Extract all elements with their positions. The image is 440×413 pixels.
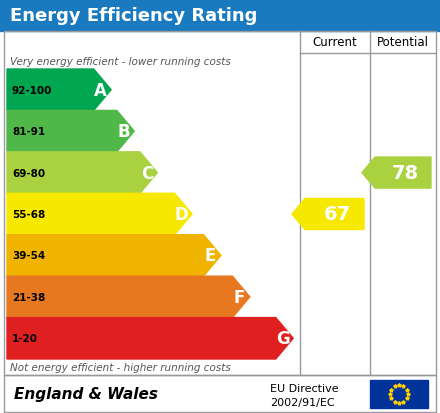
Polygon shape bbox=[7, 70, 111, 111]
Polygon shape bbox=[7, 194, 192, 235]
Bar bbox=[370, 380, 428, 408]
Text: Energy Efficiency Rating: Energy Efficiency Rating bbox=[10, 7, 257, 25]
Text: A: A bbox=[94, 81, 107, 100]
Text: Very energy efficient - lower running costs: Very energy efficient - lower running co… bbox=[10, 57, 231, 67]
Text: E: E bbox=[205, 247, 216, 265]
Bar bbox=[4, 375, 436, 412]
Text: 2002/91/EC: 2002/91/EC bbox=[270, 396, 335, 407]
Polygon shape bbox=[292, 199, 364, 230]
Polygon shape bbox=[7, 111, 134, 152]
Text: Potential: Potential bbox=[377, 36, 429, 50]
Text: 21-38: 21-38 bbox=[12, 292, 45, 302]
Text: F: F bbox=[234, 288, 245, 306]
Text: 55-68: 55-68 bbox=[12, 209, 45, 219]
Text: 81-91: 81-91 bbox=[12, 127, 45, 137]
Text: G: G bbox=[276, 330, 290, 347]
Bar bbox=[4, 32, 436, 375]
Text: EU Directive: EU Directive bbox=[270, 383, 339, 393]
Polygon shape bbox=[7, 318, 293, 359]
Text: D: D bbox=[175, 206, 188, 223]
Text: England & Wales: England & Wales bbox=[14, 387, 158, 401]
Text: 1-20: 1-20 bbox=[12, 333, 38, 344]
Polygon shape bbox=[7, 235, 221, 276]
Text: B: B bbox=[117, 123, 130, 141]
Text: 69-80: 69-80 bbox=[12, 168, 45, 178]
Text: Current: Current bbox=[313, 36, 357, 50]
Text: C: C bbox=[141, 164, 153, 182]
Text: 92-100: 92-100 bbox=[12, 85, 52, 95]
Polygon shape bbox=[7, 152, 158, 194]
Text: 67: 67 bbox=[323, 205, 351, 224]
Text: 78: 78 bbox=[392, 164, 419, 183]
Bar bbox=[0, 0, 440, 32]
Text: Not energy efficient - higher running costs: Not energy efficient - higher running co… bbox=[10, 362, 231, 372]
Polygon shape bbox=[362, 158, 431, 189]
Polygon shape bbox=[7, 276, 250, 318]
Text: 39-54: 39-54 bbox=[12, 251, 45, 261]
